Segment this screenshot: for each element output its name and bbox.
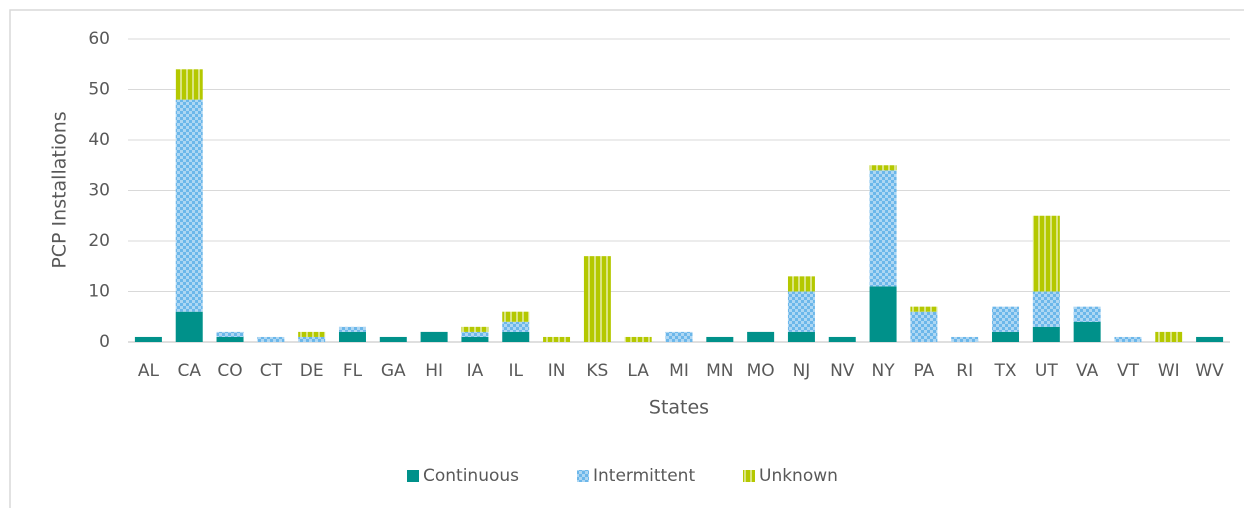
legend-swatch — [407, 470, 419, 482]
y-tick-label: 20 — [88, 231, 110, 251]
x-tick-label: WI — [1158, 361, 1180, 381]
bar-segment — [1155, 331, 1183, 342]
bar-segment — [869, 170, 897, 287]
x-tick-label: AL — [138, 361, 160, 381]
bar-segment — [869, 286, 897, 342]
y-tick-label: 50 — [88, 80, 110, 100]
bar-segment — [257, 336, 285, 342]
bar-segment — [338, 331, 366, 342]
bar-segment — [951, 336, 979, 342]
bar-segment — [216, 331, 244, 337]
x-tick-label: IA — [467, 361, 484, 381]
legend-label: Continuous — [423, 466, 519, 486]
bar-segment — [379, 336, 407, 342]
x-tick-label: CA — [177, 361, 201, 381]
bar-segment — [461, 331, 489, 337]
x-tick-label: NY — [872, 361, 896, 381]
bar-segment — [706, 336, 734, 342]
x-tick-label: MI — [669, 361, 689, 381]
y-axis-title: PCP Installations — [49, 111, 71, 268]
bar-segment — [1114, 336, 1142, 342]
x-tick-label: IL — [508, 361, 523, 381]
bar-segment — [910, 306, 938, 312]
bar-segment — [216, 336, 244, 342]
x-tick-label: LA — [627, 361, 649, 381]
y-tick-label: 40 — [88, 130, 110, 150]
bar-segment — [298, 331, 326, 337]
bar-segment — [624, 336, 652, 342]
bar-segment — [175, 99, 203, 312]
x-tick-label: VT — [1117, 361, 1140, 381]
bar-segment — [787, 331, 815, 342]
bar-segment — [338, 326, 366, 332]
bar-segment — [1032, 326, 1060, 342]
bar-segment — [787, 291, 815, 332]
y-tick-label: 60 — [88, 29, 110, 49]
legend-label: Intermittent — [593, 466, 695, 486]
legend-swatch — [577, 470, 589, 482]
x-tick-label: CT — [260, 361, 283, 381]
bar-segment — [298, 336, 326, 342]
bar-segment — [583, 256, 611, 342]
bar-segment — [992, 331, 1020, 342]
bar-segment — [420, 331, 448, 342]
bar-segment — [910, 311, 938, 342]
bar-segment — [747, 331, 775, 342]
bar-segment — [175, 69, 203, 100]
x-tick-label: DE — [300, 361, 324, 381]
x-tick-label: MN — [706, 361, 733, 381]
bar-segment — [1073, 321, 1101, 342]
x-tick-label: WV — [1195, 361, 1224, 381]
bar-segment — [502, 321, 530, 332]
legend-swatch — [743, 470, 755, 482]
bar-segment — [787, 276, 815, 292]
x-tick-label: NV — [830, 361, 855, 381]
bar-segment — [665, 331, 693, 342]
x-tick-label: VA — [1076, 361, 1099, 381]
bar-segment — [543, 336, 571, 342]
y-tick-label: 30 — [88, 181, 110, 201]
bar-segment — [175, 311, 203, 342]
x-tick-label: FL — [343, 361, 363, 381]
y-tick-label: 0 — [99, 332, 110, 352]
x-axis-title: States — [649, 397, 709, 419]
chart-frame — [9, 9, 1244, 508]
bar-segment — [502, 311, 530, 322]
legend-label: Unknown — [759, 466, 838, 486]
x-tick-label: RI — [956, 361, 973, 381]
x-tick-label: UT — [1035, 361, 1058, 381]
x-tick-label: KS — [586, 361, 608, 381]
bar-segment — [992, 306, 1020, 332]
bar-segment — [461, 326, 489, 332]
x-tick-label: PA — [913, 361, 934, 381]
x-tick-label: CO — [217, 361, 242, 381]
bar-segment — [1032, 291, 1060, 327]
bar-segment — [869, 165, 897, 171]
bar-segment — [1032, 215, 1060, 292]
bar-segment — [134, 336, 162, 342]
bar-segment — [502, 331, 530, 342]
bar-segment — [1196, 336, 1224, 342]
x-tick-label: NJ — [793, 361, 811, 381]
x-tick-label: HI — [425, 361, 443, 381]
x-tick-label: GA — [381, 361, 406, 381]
bar-segment — [461, 336, 489, 342]
x-tick-label: IN — [548, 361, 566, 381]
bar-segment — [828, 336, 856, 342]
x-tick-label: TX — [994, 361, 1017, 381]
x-tick-label: MO — [747, 361, 775, 381]
bar-segment — [1073, 306, 1101, 322]
y-tick-label: 10 — [88, 282, 110, 302]
